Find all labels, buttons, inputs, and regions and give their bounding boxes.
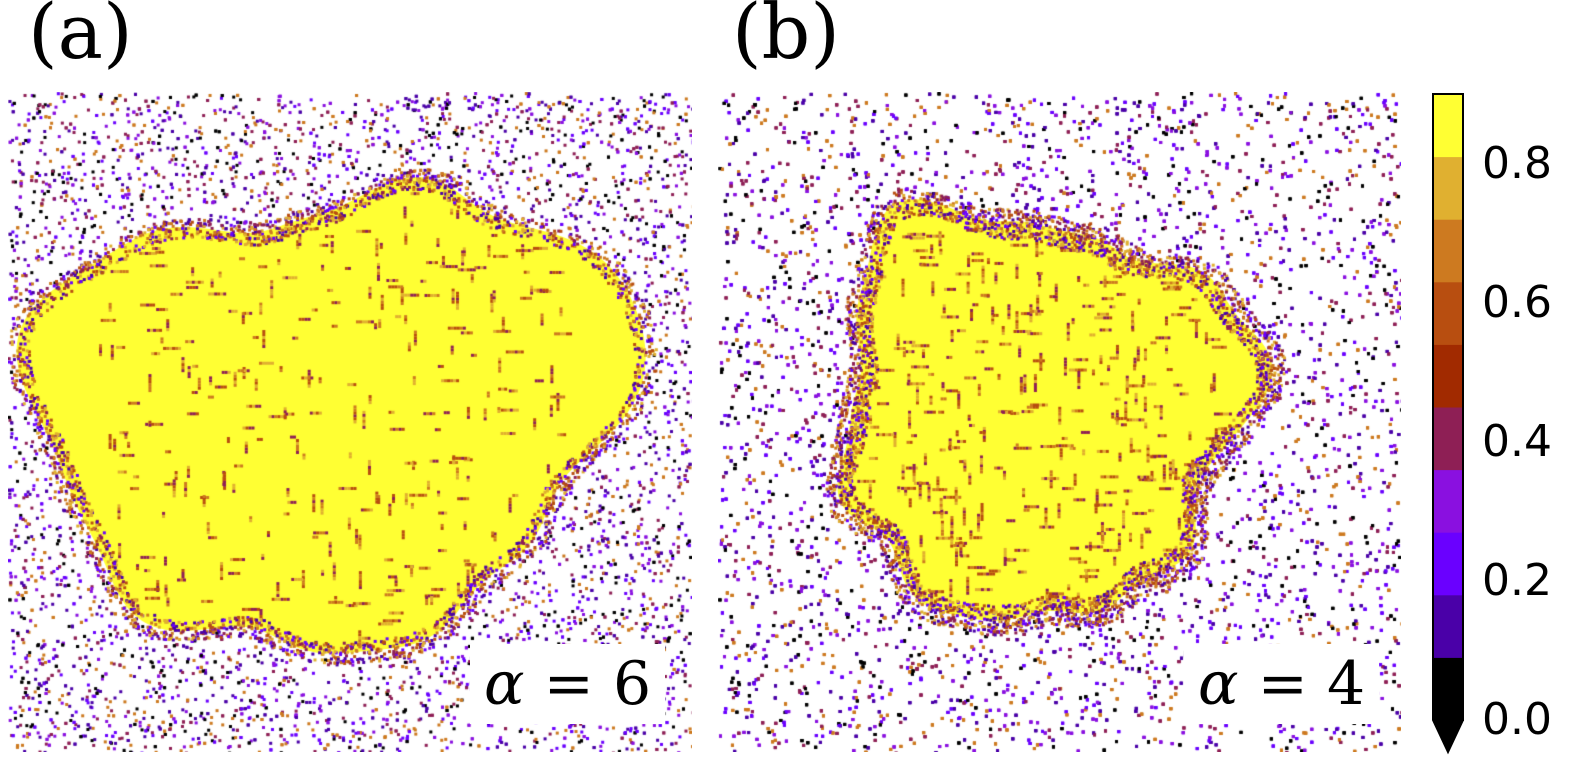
colorbar-segment (1433, 594, 1463, 658)
panel-b-particle-image (718, 92, 1401, 752)
colorbar-extend-min-triangle (1433, 720, 1463, 752)
colorbar-tick-label: 0.4 (1482, 415, 1552, 467)
colorbar-segment (1433, 219, 1463, 283)
panel-a-snapshot: α = 6 (8, 92, 692, 752)
colorbar-tick-label: 0.6 (1482, 276, 1552, 328)
colorbar-tick-label: 0.8 (1482, 137, 1552, 189)
colorbar-segment (1433, 407, 1463, 471)
alpha-value-text: = 6 (543, 649, 652, 719)
alpha-symbol: α (1198, 649, 1239, 719)
colorbar-segment (1433, 156, 1463, 220)
panel-b-label: (b) (732, 0, 840, 76)
colorbar-segment (1433, 657, 1463, 721)
alpha-symbol: α (484, 649, 525, 719)
panel-b-snapshot: α = 4 (718, 92, 1401, 752)
panel-a-label: (a) (28, 0, 133, 76)
alpha-value-text: = 4 (1257, 649, 1366, 719)
colorbar-segment (1433, 94, 1463, 158)
colorbar-tick-label: 0.2 (1482, 554, 1552, 606)
colorbar-outline (1432, 93, 1464, 755)
colorbar-segment (1433, 344, 1463, 408)
panel-a-particle-image (8, 92, 692, 752)
colorbar-segment (1433, 281, 1463, 345)
panel-a-alpha-annotation: α = 6 (470, 644, 666, 724)
colorbar-tick-label: 0.0 (1482, 694, 1552, 745)
colorbar-segment (1433, 469, 1463, 533)
panel-b-alpha-annotation: α = 4 (1184, 644, 1380, 724)
colorbar (1432, 93, 1464, 755)
colorbar-segment (1433, 532, 1463, 596)
